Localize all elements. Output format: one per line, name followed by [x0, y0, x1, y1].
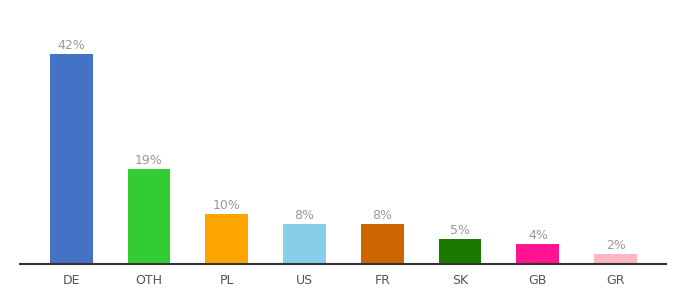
- Text: 8%: 8%: [372, 209, 392, 222]
- Bar: [283, 224, 326, 264]
- Text: 2%: 2%: [606, 239, 626, 252]
- Text: 19%: 19%: [135, 154, 163, 167]
- Text: 10%: 10%: [213, 199, 241, 212]
- Bar: [594, 254, 637, 264]
- Bar: [361, 224, 404, 264]
- Text: 8%: 8%: [294, 209, 315, 222]
- Bar: [205, 214, 248, 264]
- Bar: [517, 244, 559, 264]
- Text: 5%: 5%: [450, 224, 470, 237]
- Text: 4%: 4%: [528, 229, 548, 242]
- Text: 42%: 42%: [57, 39, 85, 52]
- Bar: [50, 54, 92, 264]
- Bar: [128, 169, 170, 264]
- Bar: [439, 239, 481, 264]
